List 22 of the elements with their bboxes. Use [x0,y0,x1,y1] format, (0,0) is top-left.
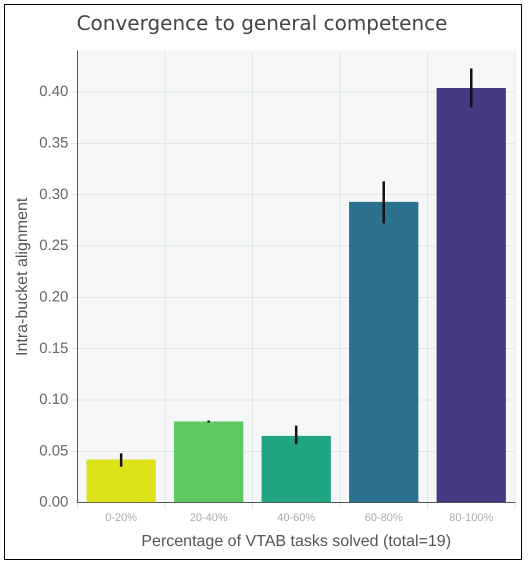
y-axis-title: Intra-bucket alignment [14,197,32,356]
x-axis-title: Percentage of VTAB tasks solved (total=19) [141,532,452,550]
y-tick-label: 0.10 [39,391,68,408]
bar [174,422,244,502]
y-tick-label: 0.05 [39,442,68,460]
y-tick-label: 0.00 [39,494,68,511]
bar [436,88,506,502]
x-tick-label: 20-40% [190,512,228,524]
y-tick-label: 0.35 [39,134,68,152]
y-tick-label: 0.40 [39,83,68,100]
y-tick-label: 0.15 [39,340,68,357]
bar [86,459,156,502]
x-tick-label: 40-60% [277,512,316,524]
y-tick-label: 0.20 [39,288,68,306]
chart-title: Convergence to general competence [76,11,448,36]
bar [349,202,418,502]
bar [262,436,331,502]
x-tick-label: 80-100% [449,512,494,524]
y-tick-label: 0.30 [39,186,68,203]
x-tick-label: 0-20% [105,512,138,524]
x-tick-label: 60-80% [364,512,403,524]
y-tick-label: 0.25 [39,237,68,254]
